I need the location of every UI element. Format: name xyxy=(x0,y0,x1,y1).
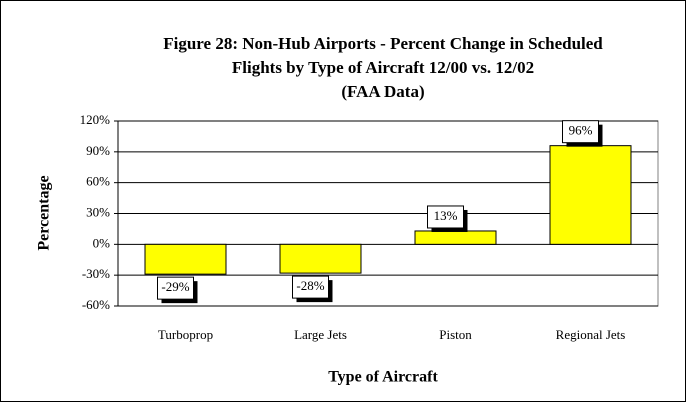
y-tick-label: 90% xyxy=(86,143,110,158)
bar xyxy=(549,145,632,245)
chart-title: (FAA Data) xyxy=(341,82,424,101)
chart-title: Flights by Type of Aircraft 12/00 vs. 12… xyxy=(232,58,534,77)
x-tick-label: Regional Jets xyxy=(556,327,626,342)
data-label-box xyxy=(292,275,329,299)
y-tick-label: -30% xyxy=(82,266,110,281)
y-axis-title: Percentage xyxy=(36,175,53,250)
data-label-box xyxy=(562,120,599,144)
y-tick-label: 30% xyxy=(86,204,110,219)
y-tick-label: 0% xyxy=(93,235,111,250)
x-tick-label: Large Jets xyxy=(294,327,347,342)
bar xyxy=(279,243,362,274)
chart-title: Figure 28: Non-Hub Airports - Percent Ch… xyxy=(163,34,603,53)
data-label: -29% xyxy=(161,279,189,294)
data-label: 13% xyxy=(434,208,458,223)
data-label: -28% xyxy=(296,278,324,293)
bar xyxy=(414,230,497,245)
y-tick-label: 120% xyxy=(80,112,111,127)
data-label-box xyxy=(157,276,194,300)
x-axis-title: Type of Aircraft xyxy=(328,369,438,386)
data-label: 96% xyxy=(569,123,593,138)
x-tick-label: Piston xyxy=(439,327,472,342)
x-tick-label: Turboprop xyxy=(158,327,213,342)
bar xyxy=(144,243,227,275)
data-label-box xyxy=(427,205,464,229)
y-tick-label: -60% xyxy=(82,297,110,312)
y-tick-label: 60% xyxy=(86,174,110,189)
